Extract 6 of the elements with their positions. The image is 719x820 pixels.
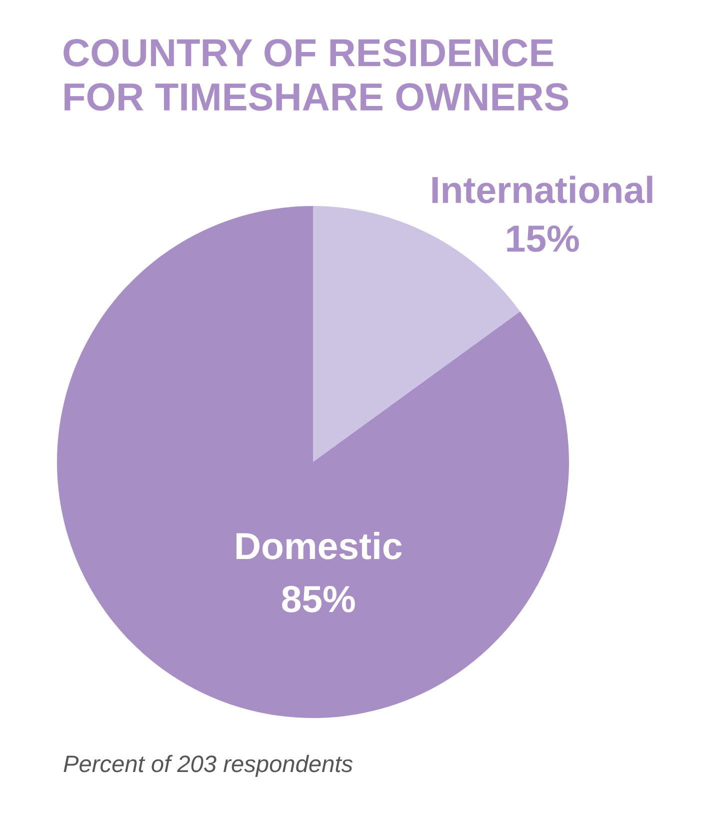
slice-label: International [432,176,652,204]
slice-label: Domestic [236,532,402,560]
chart-title: COUNTRY OF RESIDENCE FOR TIMESHARE OWNERS [64,39,568,111]
data-label: 15% [507,225,579,252]
text: Percent of 203 respondents [64,754,353,777]
data-label: 85% [282,586,355,612]
